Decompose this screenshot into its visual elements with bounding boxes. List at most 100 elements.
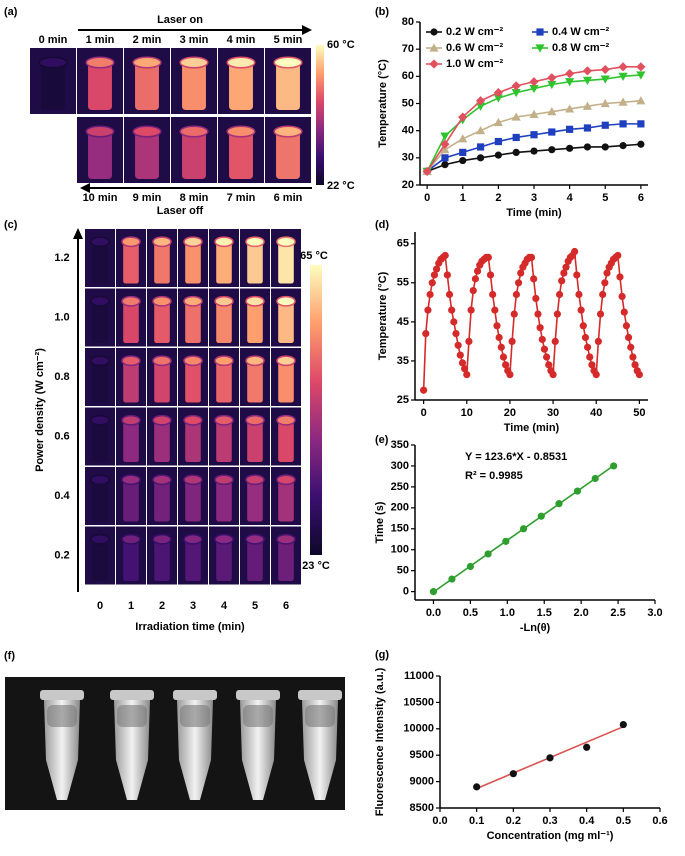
tube (135, 131, 159, 180)
tube (123, 420, 139, 463)
marker (469, 287, 477, 295)
tube-rim (276, 355, 296, 367)
tube (185, 360, 201, 403)
marker (586, 353, 594, 361)
marker (540, 345, 549, 353)
y-tick-label: 250 (391, 481, 409, 493)
marker (616, 273, 624, 281)
marker (471, 275, 480, 283)
marker (429, 588, 438, 596)
marker (512, 148, 520, 156)
marker (422, 329, 430, 338)
y-tick-label: 0.2 (54, 549, 69, 561)
marker (484, 550, 492, 558)
marker (635, 371, 643, 379)
marker (588, 361, 596, 369)
marker (493, 322, 501, 330)
marker (596, 310, 605, 318)
x-tick-label: 0.6 (652, 815, 667, 827)
x-tick-label: 0 (421, 407, 427, 419)
tube (185, 420, 201, 463)
marker (519, 525, 528, 533)
x-tick-label: 5 (252, 600, 258, 612)
marker (548, 128, 556, 136)
marker (508, 337, 516, 345)
tube (154, 241, 170, 284)
y-axis-title: Temperature (°C) (377, 59, 389, 148)
marker (484, 253, 492, 261)
marker (512, 133, 520, 142)
panel-label: (g) (375, 649, 389, 661)
marker (424, 306, 432, 314)
tube (278, 420, 294, 463)
marker (473, 783, 481, 791)
marker (547, 107, 557, 116)
marker (558, 277, 566, 285)
time-label: 4 min (227, 34, 256, 46)
x-tick-label: 0.5 (463, 607, 478, 619)
marker (454, 341, 462, 349)
tube (92, 539, 108, 582)
marker (493, 94, 503, 103)
marker (489, 290, 497, 299)
marker (463, 371, 471, 379)
x-tick-label: 0.1 (469, 815, 484, 827)
marker (636, 96, 646, 105)
marker (530, 131, 538, 139)
tube-rim (245, 355, 265, 367)
legend-label: 0.6 W cm⁻² (446, 42, 503, 54)
tube (185, 301, 201, 344)
panel-label: (d) (375, 219, 389, 231)
x-tick-label: 0.5 (616, 815, 631, 827)
tube-rim (90, 533, 110, 545)
marker (432, 265, 441, 273)
x-tick-label: 5 (602, 192, 608, 204)
panel-label: (f) (4, 650, 15, 662)
marker (553, 310, 561, 318)
legend-label: 0.8 W cm⁻² (552, 42, 609, 54)
marker (497, 343, 505, 351)
tube-cap (298, 690, 342, 700)
marker (547, 80, 557, 90)
marker (622, 322, 631, 330)
marker (545, 361, 553, 369)
tube (154, 360, 170, 403)
marker (538, 335, 546, 344)
time-label: 5 min (274, 34, 303, 46)
marker (600, 75, 610, 84)
tube-rim (121, 474, 141, 486)
tube (123, 241, 139, 284)
tube (278, 479, 294, 522)
marker (575, 290, 583, 299)
tube-rim (214, 355, 234, 367)
marker (637, 140, 645, 148)
tube (88, 62, 112, 111)
marker (566, 125, 574, 133)
marker (600, 64, 610, 75)
marker (566, 144, 574, 152)
marker (467, 306, 475, 314)
time-label: 3 min (180, 34, 209, 46)
marker (509, 770, 517, 778)
legend-label: 1.0 W cm⁻² (446, 58, 503, 70)
marker (551, 337, 559, 345)
tube-rim (214, 236, 234, 248)
y-tick-label: 1.0 (54, 311, 69, 323)
tube-rim (214, 414, 234, 426)
tube-liquid-top (47, 705, 77, 727)
marker (601, 121, 609, 129)
y-tick-label: 30 (402, 152, 414, 164)
marker (506, 371, 514, 379)
marker (475, 126, 486, 135)
tube (185, 539, 201, 582)
annotation: R² = 0.9985 (465, 470, 523, 482)
tube (135, 62, 159, 111)
tube-rim (90, 414, 110, 426)
x-tick-label: 0.0 (432, 815, 447, 827)
marker (636, 62, 646, 72)
marker (624, 333, 633, 342)
x-tick-label: 6 (283, 600, 289, 612)
x-tick-label: 0.4 (579, 815, 595, 827)
tube (92, 360, 108, 403)
tube (276, 62, 300, 111)
